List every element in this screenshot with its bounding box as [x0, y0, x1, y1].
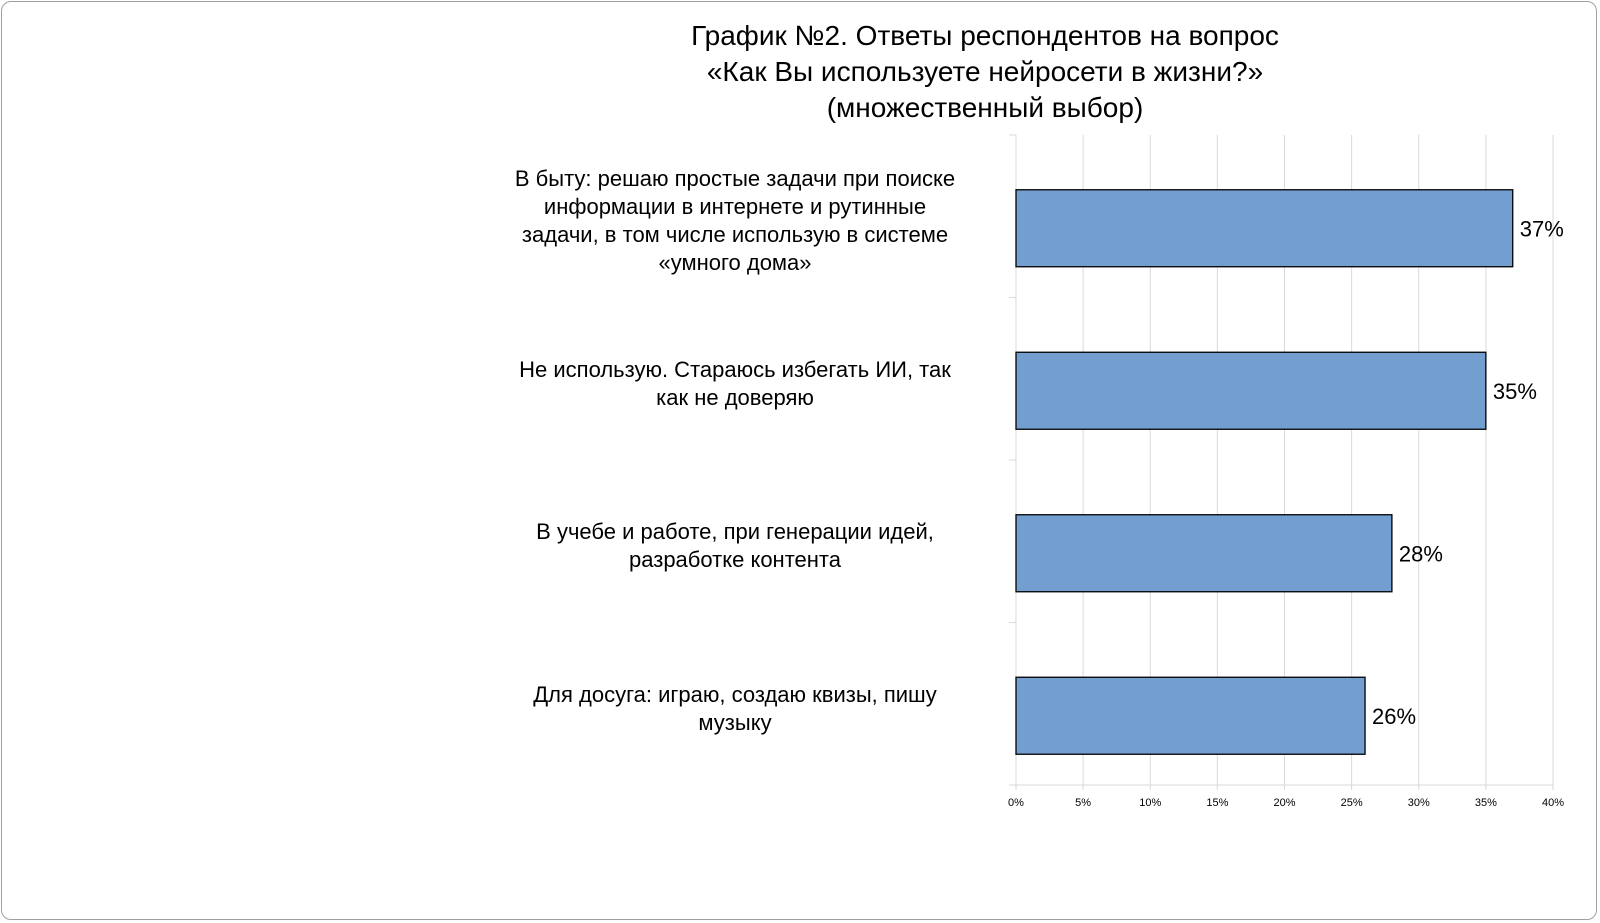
category-label: В учебе и работе, при генерации идей, раз… — [475, 518, 995, 574]
title-line-3: (множественный выбор) — [826, 92, 1144, 123]
category-label-line: разработке контента — [629, 547, 841, 573]
category-label: Для досуга: играю, создаю квизы, пишу муз… — [475, 681, 995, 737]
x-tick-label: 15% — [1206, 797, 1228, 809]
category-label: В быту: решаю простые задачи при поиске и… — [475, 165, 995, 277]
chart-title: График №2. Ответы респондентов на вопрос… — [560, 18, 1410, 126]
bar — [1015, 189, 1514, 268]
bar — [1015, 676, 1366, 755]
category-label-line: информации в интернете и рутинные — [543, 194, 927, 220]
x-tick-label: 0% — [1008, 797, 1024, 809]
x-tick-label: 10% — [1139, 797, 1161, 809]
bar — [1015, 351, 1487, 430]
title-line-2: «Как Вы используете нейросети в жизни?» — [706, 56, 1264, 87]
x-tick-label: 5% — [1075, 797, 1091, 809]
x-tick-label: 30% — [1408, 797, 1430, 809]
x-tick-label: 25% — [1341, 797, 1363, 809]
category-label-line: как не доверяю — [656, 384, 814, 410]
category-label-line: Для досуга: играю, создаю квизы, пишу — [533, 681, 937, 707]
category-label-line: Не использую. Стараюсь избегать ИИ, так — [519, 356, 951, 382]
bar — [1015, 514, 1393, 593]
category-label-line: музыку — [698, 709, 772, 735]
x-tick-label: 20% — [1273, 797, 1295, 809]
category-label-line: задачи, в том числе использую в системе — [521, 222, 949, 248]
data-label: 35% — [1493, 379, 1537, 404]
category-label-line: «умного дома» — [658, 250, 812, 276]
data-label: 28% — [1399, 541, 1443, 566]
title-line-1: График №2. Ответы респондентов на вопрос — [691, 20, 1279, 51]
category-label-line: В быту: решаю простые задачи при поиске — [514, 166, 956, 192]
category-label: Не использую. Стараюсь избегать ИИ, так к… — [475, 356, 995, 412]
data-label: 37% — [1520, 216, 1564, 241]
data-label: 26% — [1372, 704, 1416, 729]
x-tick-label: 35% — [1475, 797, 1497, 809]
category-label-line: В учебе и работе, при генерации идей, — [536, 519, 934, 545]
x-tick-label: 40% — [1542, 797, 1564, 809]
